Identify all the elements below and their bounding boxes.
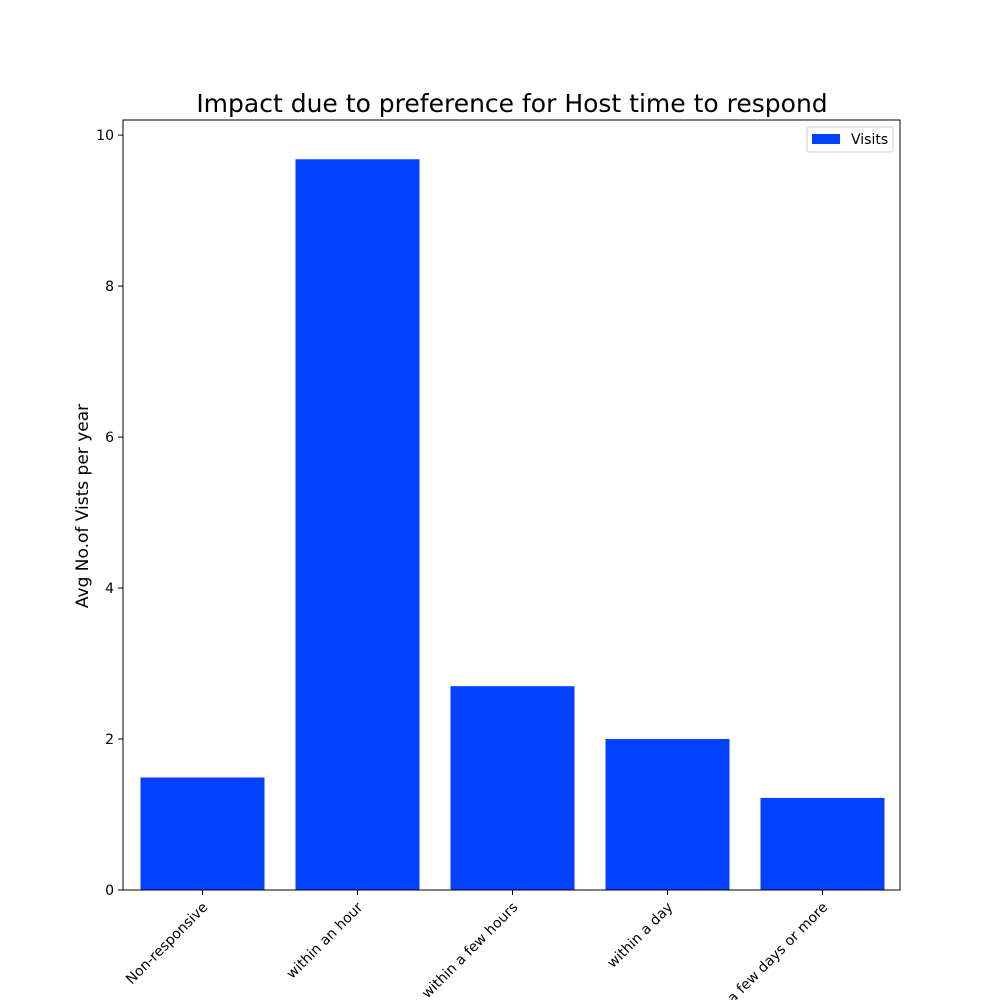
y-tick-label-5: 10 bbox=[96, 128, 114, 144]
y-tick-label-4: 8 bbox=[105, 279, 114, 295]
plot-frame bbox=[122, 119, 901, 891]
legend-label-visits: Visits bbox=[851, 132, 888, 148]
y-tick-label-0: 0 bbox=[105, 883, 114, 899]
bar-4 bbox=[760, 797, 885, 890]
bar-3 bbox=[605, 739, 730, 890]
y-axis-label: Avg No.of Vists per year bbox=[73, 404, 93, 608]
y-tick-label-3: 6 bbox=[105, 430, 114, 446]
legend-swatch-visits bbox=[812, 134, 840, 144]
x-tick-label-4: a few days or more bbox=[725, 900, 832, 1000]
y-axis-ticks: 0 2 4 6 8 10 bbox=[96, 128, 123, 899]
y-tick-label-1: 2 bbox=[105, 732, 114, 748]
bar-1 bbox=[295, 159, 420, 890]
x-tick-label-0: Non-responsive bbox=[123, 900, 211, 988]
legend: Visits bbox=[806, 126, 894, 153]
bar-0 bbox=[140, 777, 265, 890]
y-tick-label-2: 4 bbox=[105, 581, 114, 597]
x-tick-label-2: within a few hours bbox=[419, 900, 521, 1000]
x-tick-label-1: within an hour bbox=[284, 899, 367, 982]
bars bbox=[140, 159, 885, 890]
x-axis-ticks: Non-responsive within an hour within a few… bbox=[123, 890, 831, 1000]
legend-box bbox=[806, 126, 894, 153]
x-tick-label-3: within a day bbox=[604, 900, 676, 972]
chart-title: Impact due to preference for Host time t… bbox=[196, 89, 827, 118]
bar-2 bbox=[450, 686, 575, 890]
